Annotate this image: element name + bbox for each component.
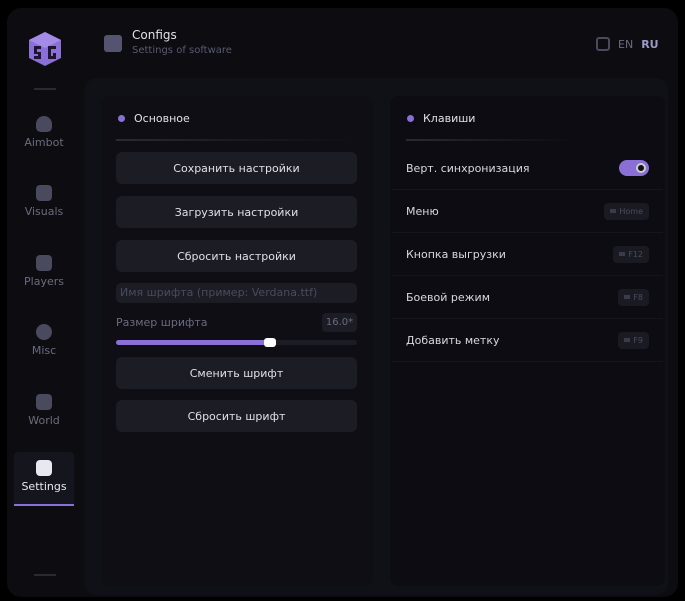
keyboard-icon [624,295,631,299]
keyboard-icon [624,338,631,342]
add-marker-row: Добавить метку F9 [392,319,663,362]
row-label: Добавить метку [406,333,500,347]
sidebar-item-visuals[interactable]: Visuals [14,179,74,231]
translate-icon [596,37,610,51]
lang-ru[interactable]: RU [641,37,659,51]
combat-mode-row: Боевой режим F8 [392,276,663,319]
keybind-button[interactable]: F8 [618,288,649,306]
skull-icon [36,116,52,132]
sidebar-item-label: World [28,414,60,427]
divider [34,574,56,576]
key-label: F9 [633,335,643,345]
section-title: Основное [134,112,190,125]
row-label: Боевой режим [406,290,491,304]
list-icon [36,460,52,476]
row-label: Меню [406,204,439,218]
language-switcher: EN RU [596,37,659,51]
font-name-input[interactable]: Имя шрифта (пример: Verdana.ttf) [116,283,357,303]
key-label: F8 [633,292,643,302]
users-icon [36,255,52,271]
keybind-button[interactable]: F12 [613,245,649,263]
key-label: Home [619,206,643,216]
divider [34,88,56,90]
briefcase-icon [36,394,52,410]
keyboard-icon [610,209,617,213]
sidebar-item-label: Misc [31,344,57,357]
lang-en[interactable]: EN [618,37,634,51]
keyboard-icon [619,252,626,256]
list-icon [104,35,122,52]
sidebar-item-world[interactable]: World [14,388,74,440]
chat-bubble-icon [36,324,52,340]
sidebar-item-settings[interactable]: Settings [14,452,74,506]
sidebar-item-label: Visuals [24,205,64,218]
section-keys-header: Клавиши [407,112,475,125]
section-title: Клавиши [423,112,476,125]
load-settings-button[interactable]: Загрузить настройки [116,196,357,228]
bullet-icon [118,115,125,122]
vr-glasses-icon [36,185,52,201]
unload-key-row: Кнопка выгрузки F12 [392,233,663,276]
menu-key-row: Меню Home [392,190,663,233]
font-size-label: Размер шрифта [116,316,208,329]
logo-icon [29,32,61,66]
row-label: Верт. синхронизация [406,161,530,175]
section-main-header: Основное [118,112,190,125]
keybind-button[interactable]: F9 [618,331,649,349]
page-subtitle: Settings of software [132,45,232,56]
slider-thumb[interactable] [264,338,277,347]
sidebar-item-label: Players [24,275,64,288]
divider [406,139,576,141]
divider [116,139,357,141]
save-settings-button[interactable]: Сохранить настройки [116,152,357,184]
key-label: F12 [628,249,643,259]
vsync-row: Верт. синхронизация [392,147,663,190]
change-font-button[interactable]: Сменить шрифт [116,357,357,389]
reset-font-button[interactable]: Сбросить шрифт [116,400,357,432]
sidebar-item-label: Settings [21,480,67,493]
font-size-value[interactable]: 16.0* [322,313,357,332]
sidebar-item-players[interactable]: Players [14,249,74,301]
reset-settings-button[interactable]: Сбросить настройки [116,240,357,272]
sidebar-item-aimbot[interactable]: Aimbot [14,110,74,162]
keybind-button[interactable]: Home [604,202,649,220]
font-size-slider[interactable] [116,338,357,347]
row-label: Кнопка выгрузки [406,247,506,261]
bullet-icon [407,115,414,122]
page-title: Configs [132,28,177,42]
vsync-toggle[interactable] [619,160,649,176]
slider-fill [116,340,271,345]
sidebar-item-misc[interactable]: Misc [14,318,74,370]
sidebar-item-label: Aimbot [24,136,64,149]
